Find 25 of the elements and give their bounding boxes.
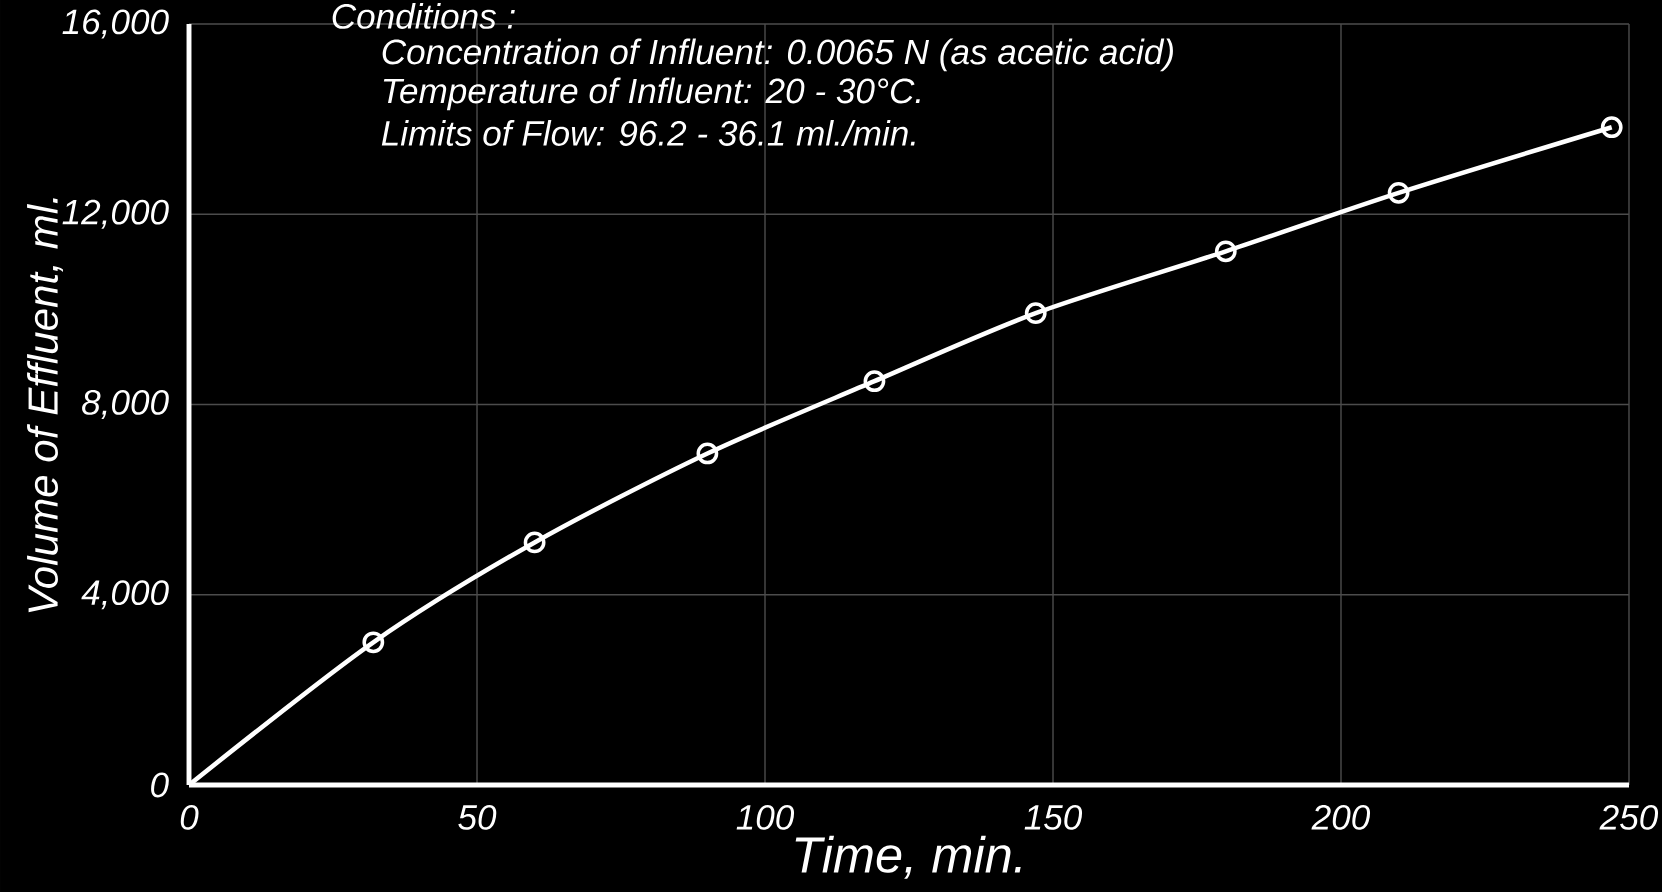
x-tick-label: 100 <box>736 804 795 830</box>
point <box>1214 240 1237 263</box>
point <box>523 531 546 554</box>
x-tick-label: 250 <box>1599 804 1659 830</box>
y-tick-label: 4,000 <box>81 580 169 610</box>
y-tick-label: 16,000 <box>62 9 169 39</box>
y-tick-label: 0 <box>151 772 169 798</box>
annotation: Concentration of Influent: 0.0065 N (as acetic acid) <box>382 38 1173 72</box>
y-tick-label: 12,000 <box>62 199 169 229</box>
x-tick-label: 0 <box>180 804 199 830</box>
point <box>1387 181 1410 204</box>
y-axis-title: Volume of Effluent, ml. <box>27 198 63 613</box>
x-axis-title: Time, min. <box>795 835 1021 879</box>
annotation: Temperature of Influent: 20 - 30°C. <box>383 77 920 111</box>
x-tick-label: 200 <box>1311 804 1371 830</box>
annotation: Conditions : <box>332 3 515 29</box>
point <box>696 442 719 465</box>
x-tick-label: 50 <box>458 804 497 830</box>
y-tick-label: 8,000 <box>82 389 169 420</box>
point <box>863 370 886 393</box>
point <box>1600 116 1623 139</box>
point <box>362 631 385 654</box>
point <box>1024 302 1047 325</box>
x-tick-label: 150 <box>1024 804 1083 830</box>
annotation: Limits of Flow: 96.2 - 36.1 ml./min. <box>381 120 915 146</box>
